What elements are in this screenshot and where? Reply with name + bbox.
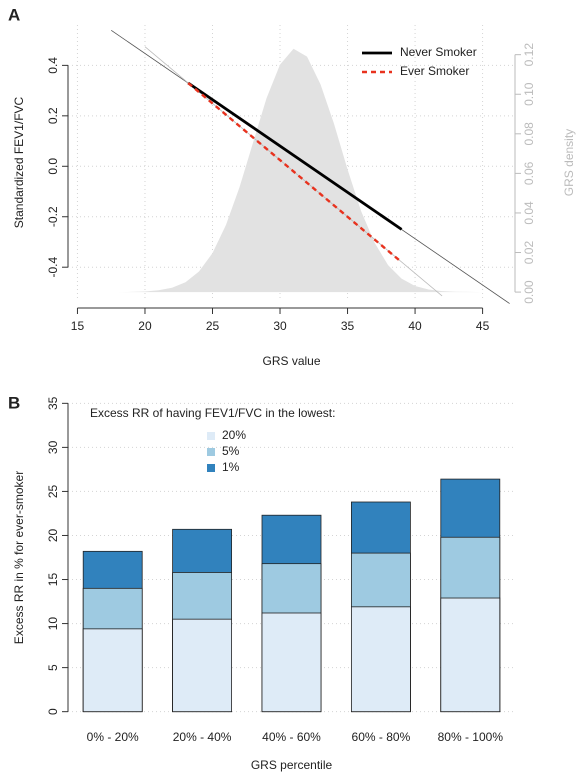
y-tick-label: 30 (46, 440, 60, 454)
bar (350, 606, 411, 713)
y-tick-label: 15 (46, 573, 60, 587)
legend-label: Never Smoker (400, 45, 477, 59)
x-tick-label: 60% - 80% (352, 730, 411, 744)
y2-axis-title: GRS density (562, 129, 576, 196)
y2-tick-label: 0.12 (522, 43, 536, 67)
series-line (187, 82, 403, 264)
y2-tick-label: 0.08 (522, 122, 536, 146)
x-tick-label: 45 (476, 319, 490, 333)
legend-title: Excess RR of having FEV1/FVC in the lowe… (90, 406, 335, 420)
y-tick-label: 25 (46, 484, 60, 498)
y2-tick-label: 0.06 (522, 161, 536, 185)
x-tick-label: 30 (273, 319, 287, 333)
y-tick-label: -0.2 (46, 206, 60, 227)
legend-swatch (207, 432, 215, 440)
x-tick-label: 80% - 100% (438, 730, 504, 744)
y-axis-title: Excess RR in % for ever-smoker (12, 471, 26, 644)
x-tick-label: 35 (341, 319, 355, 333)
x-tick-label: 20 (138, 319, 152, 333)
x-axis-title: GRS value (262, 354, 320, 368)
y-tick-label: 5 (46, 664, 60, 671)
x-tick-label: 25 (206, 319, 220, 333)
y-tick-label: 0 (46, 708, 60, 715)
y-tick-label: 35 (46, 396, 60, 410)
x-tick-label: 20% - 40% (173, 730, 232, 744)
legend-swatch (207, 448, 215, 456)
y-tick-label: 20 (46, 528, 60, 542)
legend-swatch (207, 464, 215, 472)
y2-tick-label: 0.00 (522, 280, 536, 304)
y-tick-label: -0.4 (46, 257, 60, 278)
y2-tick-label: 0.02 (522, 241, 536, 265)
bar (440, 597, 501, 713)
panel-label: A (8, 5, 20, 24)
legend-label: Ever Smoker (400, 64, 469, 78)
x-tick-label: 0% - 20% (87, 730, 139, 744)
legend-label: 1% (222, 460, 240, 474)
y-tick-label: 0.2 (46, 107, 60, 124)
y2-tick-label: 0.10 (522, 82, 536, 106)
y-tick-label: 10 (46, 617, 60, 631)
bar (261, 612, 322, 713)
legend-label: 20% (222, 428, 246, 442)
y2-tick-label: 0.04 (522, 201, 536, 225)
x-tick-label: 40 (408, 319, 422, 333)
series-line (187, 81, 403, 231)
x-axis-title: GRS percentile (251, 758, 333, 772)
y-axis-title: Standardized FEV1/FVC (12, 96, 26, 228)
panel-label: B (8, 393, 20, 412)
bar (82, 628, 143, 713)
legend-label: 5% (222, 444, 240, 458)
y-tick-label: 0.0 (46, 158, 60, 175)
x-tick-label: 15 (71, 319, 85, 333)
bar (172, 618, 233, 713)
x-tick-label: 40% - 60% (262, 730, 321, 744)
y-tick-label: 0.4 (46, 57, 60, 74)
